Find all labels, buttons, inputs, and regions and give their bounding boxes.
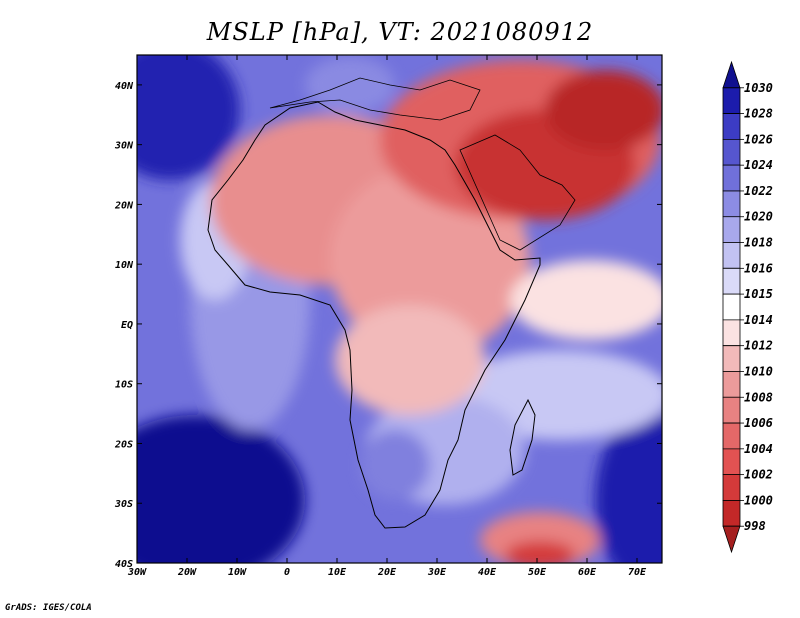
- plot-frame: [136, 54, 663, 564]
- colorbar-segment: [722, 60, 741, 89]
- colorbar-label: 1022: [744, 184, 773, 198]
- x-tick-label: 30W: [127, 567, 147, 578]
- colorbar-label: 1018: [744, 236, 773, 250]
- colorbar-segment: [722, 87, 741, 114]
- colorbar-label: 1030: [744, 81, 773, 95]
- colorbar-segment: [722, 422, 741, 450]
- colorbar-segment: [722, 293, 741, 321]
- x-tick-label: 20W: [177, 567, 197, 578]
- colorbar-label: 998: [744, 519, 766, 533]
- colorbar-segment: [722, 138, 741, 166]
- colorbar-label: 1002: [744, 468, 773, 482]
- credit-label: GrADS: IGES/COLA: [5, 603, 92, 613]
- x-tick-label: 60E: [578, 567, 597, 578]
- colorbar-label: 1012: [744, 339, 773, 353]
- colorbar: 1030 1028 1026 1024 1022 1020 1018 1016 1015 1014…: [722, 60, 773, 554]
- y-tick-label: 40N: [115, 81, 134, 92]
- pressure-field: [137, 55, 662, 563]
- colorbar-segment: [722, 113, 741, 140]
- colorbar-label: 1028: [744, 107, 773, 121]
- colorbar-segment: [722, 371, 741, 398]
- x-tick-label: 10E: [328, 567, 347, 578]
- colorbar-segment: [722, 448, 741, 476]
- x-axis-ticks: 30W 20W 10W 0 10E 20E 30E 40E 50E 60E 70E: [127, 55, 647, 578]
- mediterranean-outline: [269, 77, 481, 121]
- colorbar-segment: [722, 396, 741, 424]
- colorbar-segment: [722, 164, 741, 192]
- colorbar-segment: [722, 267, 741, 295]
- colorbar-label: 1024: [744, 158, 773, 172]
- colorbar-label: 1026: [744, 132, 773, 146]
- x-tick-label: 40E: [478, 567, 497, 578]
- x-tick-label: 70E: [628, 567, 647, 578]
- colorbar-label: 1015: [744, 287, 773, 301]
- y-axis-ticks: 40N 30N 20N 10N EQ 10S 20S 30S 40S: [114, 81, 662, 570]
- colorbar-segment: [722, 216, 741, 243]
- y-tick-label: 30N: [114, 141, 134, 152]
- colorbar-label: 1020: [744, 210, 773, 224]
- colorbar-segment: [722, 525, 741, 554]
- coastline: [207, 101, 541, 529]
- colorbar-label: 1006: [744, 416, 773, 430]
- y-tick-label: 30S: [114, 499, 133, 510]
- x-tick-label: 10W: [228, 567, 247, 578]
- colorbar-label: 1016: [744, 261, 773, 275]
- y-tick-label: 10N: [115, 260, 134, 271]
- x-tick-label: 30E: [427, 567, 447, 578]
- map-title: MSLP [hPa], VT: 2021080912: [206, 18, 594, 46]
- x-tick-label: 20E: [377, 567, 397, 578]
- colorbar-segment: [722, 190, 741, 218]
- x-tick-label: 50E: [528, 567, 547, 578]
- y-tick-label: 40S: [115, 559, 133, 570]
- colorbar-segment: [722, 474, 741, 501]
- colorbar-segment: [722, 500, 741, 527]
- y-tick-label: 20S: [114, 439, 133, 450]
- colorbar-segment: [722, 242, 741, 269]
- arabia-outline: [459, 134, 576, 251]
- y-tick-label: 10S: [115, 380, 133, 391]
- colorbar-label: 1008: [744, 390, 773, 404]
- y-tick-label: 20N: [114, 200, 134, 211]
- colorbar-label: 1000: [744, 493, 773, 507]
- colorbar-label: 1004: [744, 442, 773, 456]
- x-tick-label: 0: [284, 567, 290, 578]
- madagascar-outline: [509, 398, 536, 476]
- colorbar-label: 1010: [744, 364, 773, 378]
- colorbar-segment: [722, 319, 741, 347]
- y-tick-label: EQ: [121, 320, 133, 331]
- colorbar-label: 1014: [744, 313, 773, 327]
- colorbar-segment: [722, 345, 741, 372]
